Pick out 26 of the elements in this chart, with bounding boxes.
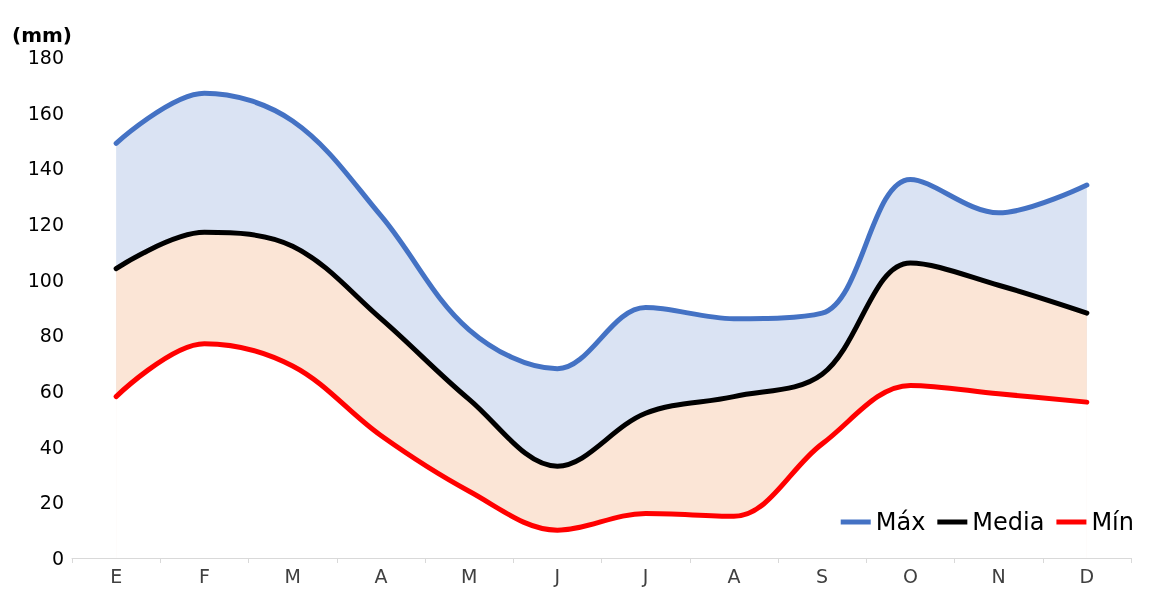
y-tick-label: 0 [51, 547, 64, 569]
x-tick-label: S [816, 564, 829, 587]
x-tick-label: F [198, 564, 210, 587]
x-tick-label: A [374, 564, 388, 587]
legend-label: Máx [875, 508, 926, 536]
x-tick-label: A [727, 564, 741, 587]
legend-label: Mín [1091, 508, 1135, 536]
x-tick-label: N [991, 564, 1006, 587]
x-tick-label: M [460, 564, 478, 587]
y-tick-label: 60 [39, 380, 64, 402]
x-tick-label: E [110, 564, 123, 587]
legend-label: Media [972, 508, 1045, 536]
x-tick-label: J [641, 564, 649, 587]
y-tick-label: 120 [27, 213, 64, 235]
y-tick-label: 20 [39, 491, 64, 514]
y-tick-label: 40 [39, 435, 64, 458]
y-tick-label: 140 [27, 157, 64, 180]
y-axis-title: (mm) [12, 23, 72, 47]
y-tick-label: 180 [27, 46, 64, 68]
y-tick-label: 80 [39, 324, 64, 347]
y-tick-label: 160 [27, 101, 64, 124]
x-tick-label: O [902, 564, 918, 587]
y-tick-label: 100 [27, 268, 64, 291]
x-tick-label: D [1079, 564, 1095, 587]
x-tick-label: J [553, 564, 561, 587]
x-tick-label: M [284, 564, 301, 587]
